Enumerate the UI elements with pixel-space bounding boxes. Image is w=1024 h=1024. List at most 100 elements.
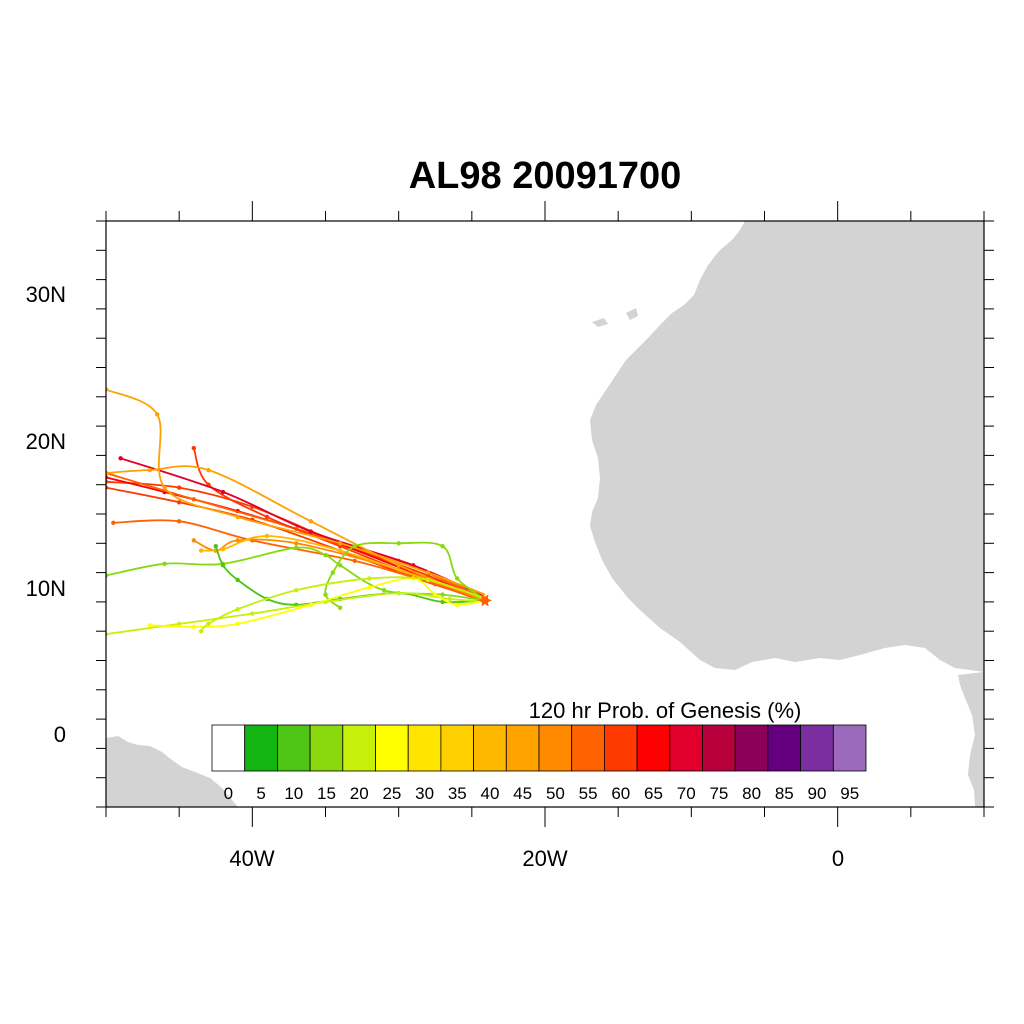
- colorbar-label: 5: [256, 784, 265, 803]
- track-point: [235, 621, 240, 627]
- track-point: [447, 596, 453, 602]
- gulf-coast-landmass: [958, 672, 984, 807]
- colorbar-label: 45: [513, 784, 532, 803]
- track-point: [191, 445, 196, 451]
- track-point: [440, 599, 445, 605]
- colorbar-swatch: [440, 724, 474, 772]
- track-point: [235, 577, 240, 583]
- x-tick-label-20w: 20W: [522, 846, 567, 871]
- colorbar-label: 55: [579, 784, 598, 803]
- colorbar-label: 70: [677, 784, 696, 803]
- x-tick-label-0: 0: [832, 846, 844, 871]
- colorbar-label: 75: [709, 784, 728, 803]
- colorbar-label: 15: [317, 784, 336, 803]
- track-point: [308, 529, 314, 534]
- track-point: [206, 621, 211, 627]
- track-point: [111, 520, 116, 525]
- south-america-landmass: [106, 736, 238, 807]
- colorbar-swatch: [473, 724, 507, 772]
- track-point: [455, 602, 460, 608]
- track-point: [264, 533, 270, 539]
- colorbar-swatch: [309, 724, 344, 772]
- track-point: [235, 538, 240, 543]
- colorbar-swatch: [538, 724, 573, 772]
- track-point: [213, 544, 218, 549]
- track-point: [396, 590, 401, 596]
- colorbar-label: 80: [742, 784, 761, 803]
- track-point: [323, 592, 328, 597]
- track-point: [198, 548, 204, 553]
- track-point: [147, 623, 153, 628]
- colorbar-swatch: [505, 724, 540, 772]
- track-point: [176, 519, 182, 524]
- colorbar-legend: 120 hr Prob. of Genesis (%) 0 5 10 15 20 25 30…: [211, 698, 867, 803]
- track-point: [425, 577, 431, 583]
- colorbar-label: 65: [644, 784, 663, 803]
- colorbar-swatch: [375, 724, 409, 772]
- colorbar-swatch: [407, 724, 442, 772]
- colorbar-swatch: [734, 724, 769, 772]
- track-point: [162, 485, 167, 490]
- map-title: AL98 20091700: [409, 155, 682, 197]
- y-tick-label-0: 0: [54, 722, 66, 747]
- colorbar-swatch: [276, 724, 311, 772]
- track-point: [440, 544, 445, 549]
- track-point: [220, 489, 226, 495]
- track-point: [455, 576, 460, 581]
- colorbar-label: 60: [611, 784, 630, 803]
- colorbar-label: 25: [382, 784, 401, 803]
- track-point: [396, 563, 401, 568]
- plot-area: [106, 221, 984, 807]
- track-point: [176, 485, 182, 490]
- track-point: [176, 500, 182, 505]
- colorbar-label: 0: [224, 784, 233, 803]
- track-point: [425, 570, 431, 575]
- track-point: [220, 563, 226, 568]
- track-point: [191, 497, 196, 502]
- storm-start-marker: [478, 594, 492, 607]
- colorbar-label: 20: [350, 784, 369, 803]
- track-point: [330, 570, 336, 575]
- colorbar-swatch: [767, 724, 802, 772]
- track-point: [250, 611, 255, 616]
- colorbar-swatch: [604, 724, 638, 772]
- track-point: [235, 607, 240, 612]
- colorbar-label: 10: [284, 784, 303, 803]
- x-tick-label-40w: 40W: [229, 846, 274, 871]
- axis-ticks: [96, 201, 994, 827]
- colorbar-swatch: [211, 724, 246, 772]
- colorbar-swatch: [800, 724, 834, 772]
- colorbar-swatch: [571, 724, 605, 772]
- track-point: [367, 576, 372, 581]
- colorbar-label: 30: [415, 784, 434, 803]
- y-tick-label-20n: 20N: [26, 429, 66, 454]
- track-point: [337, 563, 343, 568]
- track-point: [191, 538, 196, 543]
- track-point: [294, 541, 299, 546]
- track-point: [396, 541, 401, 546]
- track-point: [162, 561, 167, 567]
- colorbar-swatch: [244, 724, 278, 772]
- track-point: [352, 544, 357, 549]
- colorbar-label: 50: [546, 784, 565, 803]
- island-right: [626, 308, 638, 320]
- colorbar-label: 40: [481, 784, 500, 803]
- colorbar-swatch: [832, 724, 867, 772]
- track-point: [118, 456, 123, 461]
- track-point: [337, 541, 343, 546]
- colorbar-swatch: [342, 724, 376, 772]
- track-point: [308, 602, 314, 608]
- track-point: [352, 558, 357, 564]
- track-point: [337, 605, 343, 610]
- track-point: [191, 624, 196, 630]
- track-point: [323, 552, 328, 558]
- track-point: [381, 587, 387, 593]
- island-left: [592, 318, 608, 327]
- track-point: [367, 585, 372, 590]
- track-point: [337, 548, 343, 553]
- colorbar-label: 85: [775, 784, 794, 803]
- colorbar-label: 35: [448, 784, 467, 803]
- track-point: [235, 514, 240, 520]
- track-point: [147, 467, 153, 473]
